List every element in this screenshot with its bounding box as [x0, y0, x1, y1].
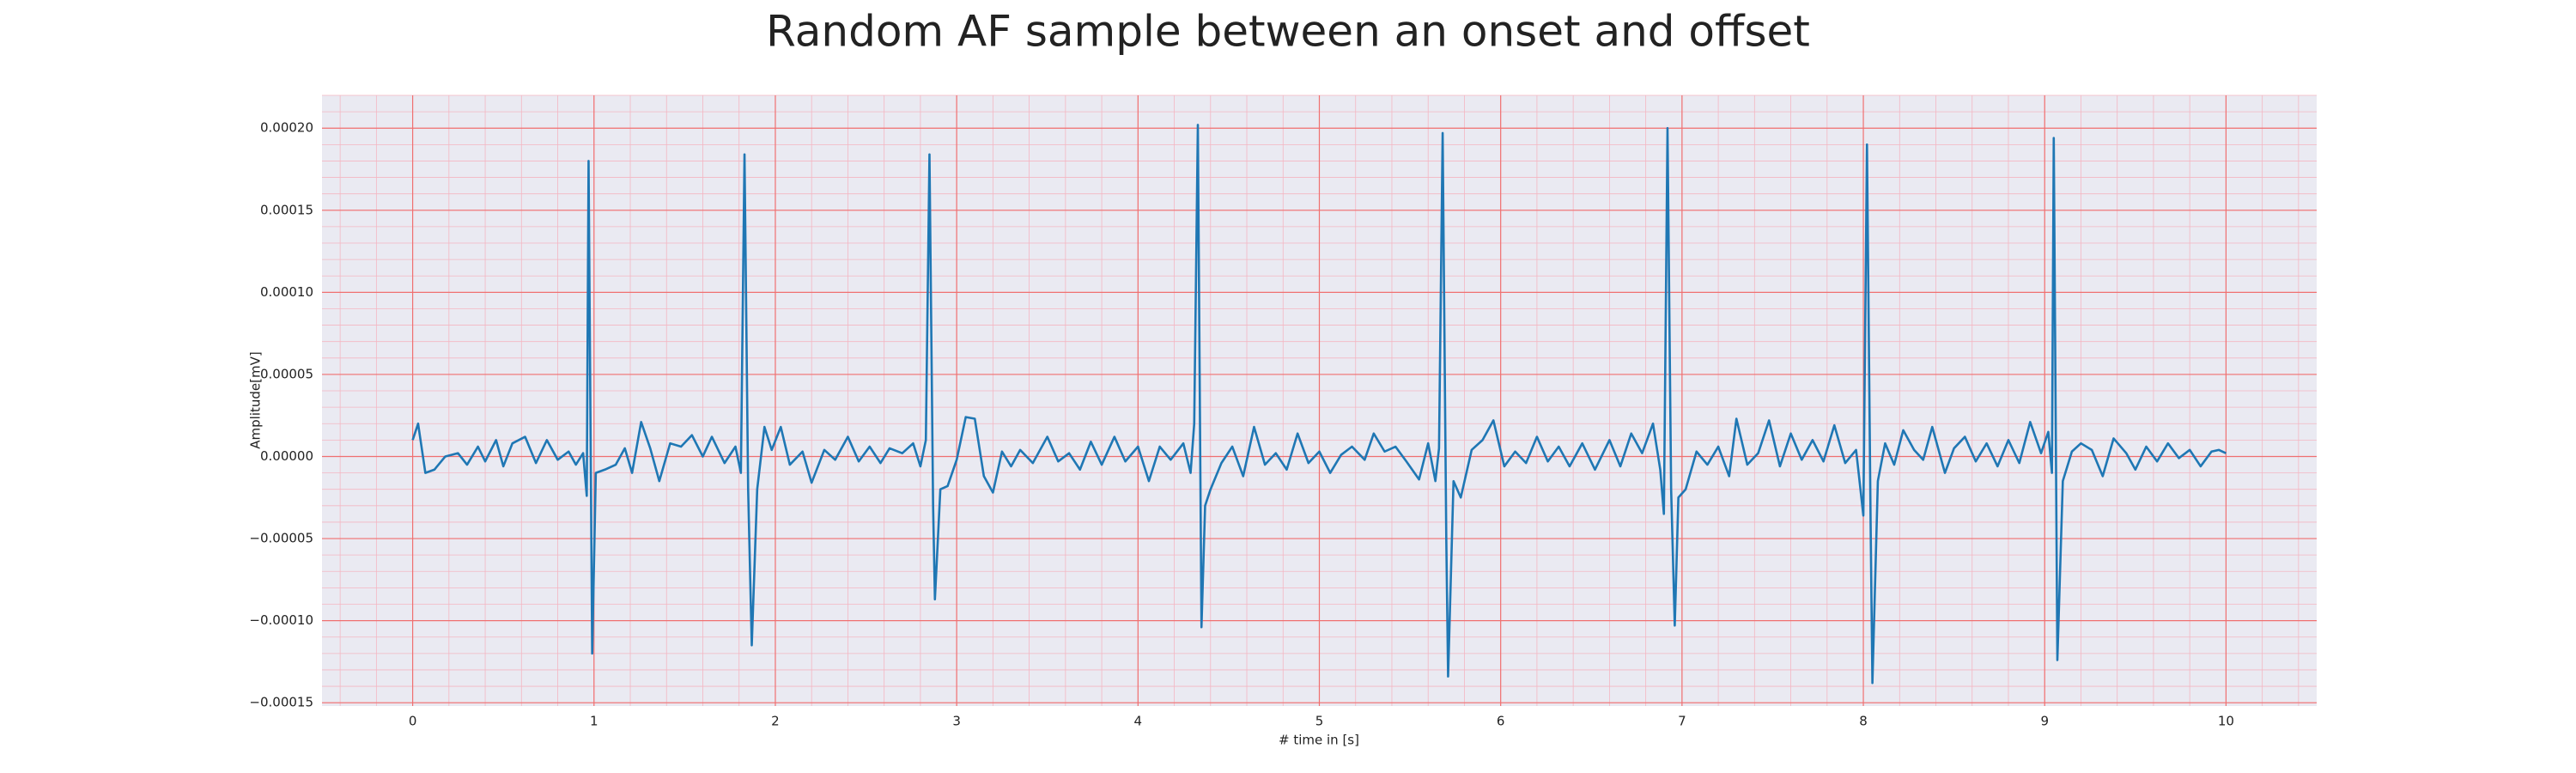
y-tick-label: −0.00010 [249, 612, 313, 628]
x-tick-label: 2 [771, 714, 780, 729]
x-tick-label: 7 [1678, 714, 1686, 729]
x-tick-label: 9 [2040, 714, 2049, 729]
x-tick-label: 6 [1497, 714, 1505, 729]
x-tick-label: 5 [1315, 714, 1324, 729]
chart-title: Random AF sample between an onset and of… [766, 7, 1810, 57]
y-tick-label: 0.00010 [260, 284, 313, 300]
x-tick-label: 10 [2218, 714, 2234, 729]
y-tick-label: 0.00005 [260, 366, 313, 381]
y-tick-label: −0.00015 [249, 695, 313, 710]
y-tick-label: 0.00015 [260, 202, 313, 217]
x-tick-label: 3 [952, 714, 961, 729]
y-tick-label: 0.00000 [260, 448, 313, 464]
x-tick-label: 1 [590, 714, 598, 729]
x-tick-label: 4 [1134, 714, 1143, 729]
signal-line [411, 124, 2227, 685]
x-tick-label: 8 [1859, 714, 1868, 729]
y-tick-label: −0.00005 [249, 531, 313, 546]
x-tick-label: 0 [409, 714, 417, 729]
y-axis-label: Amplitude[mV] [248, 351, 264, 448]
y-tick-label: 0.00020 [260, 120, 313, 136]
x-axis-label: # time in [s] [1279, 733, 1359, 748]
